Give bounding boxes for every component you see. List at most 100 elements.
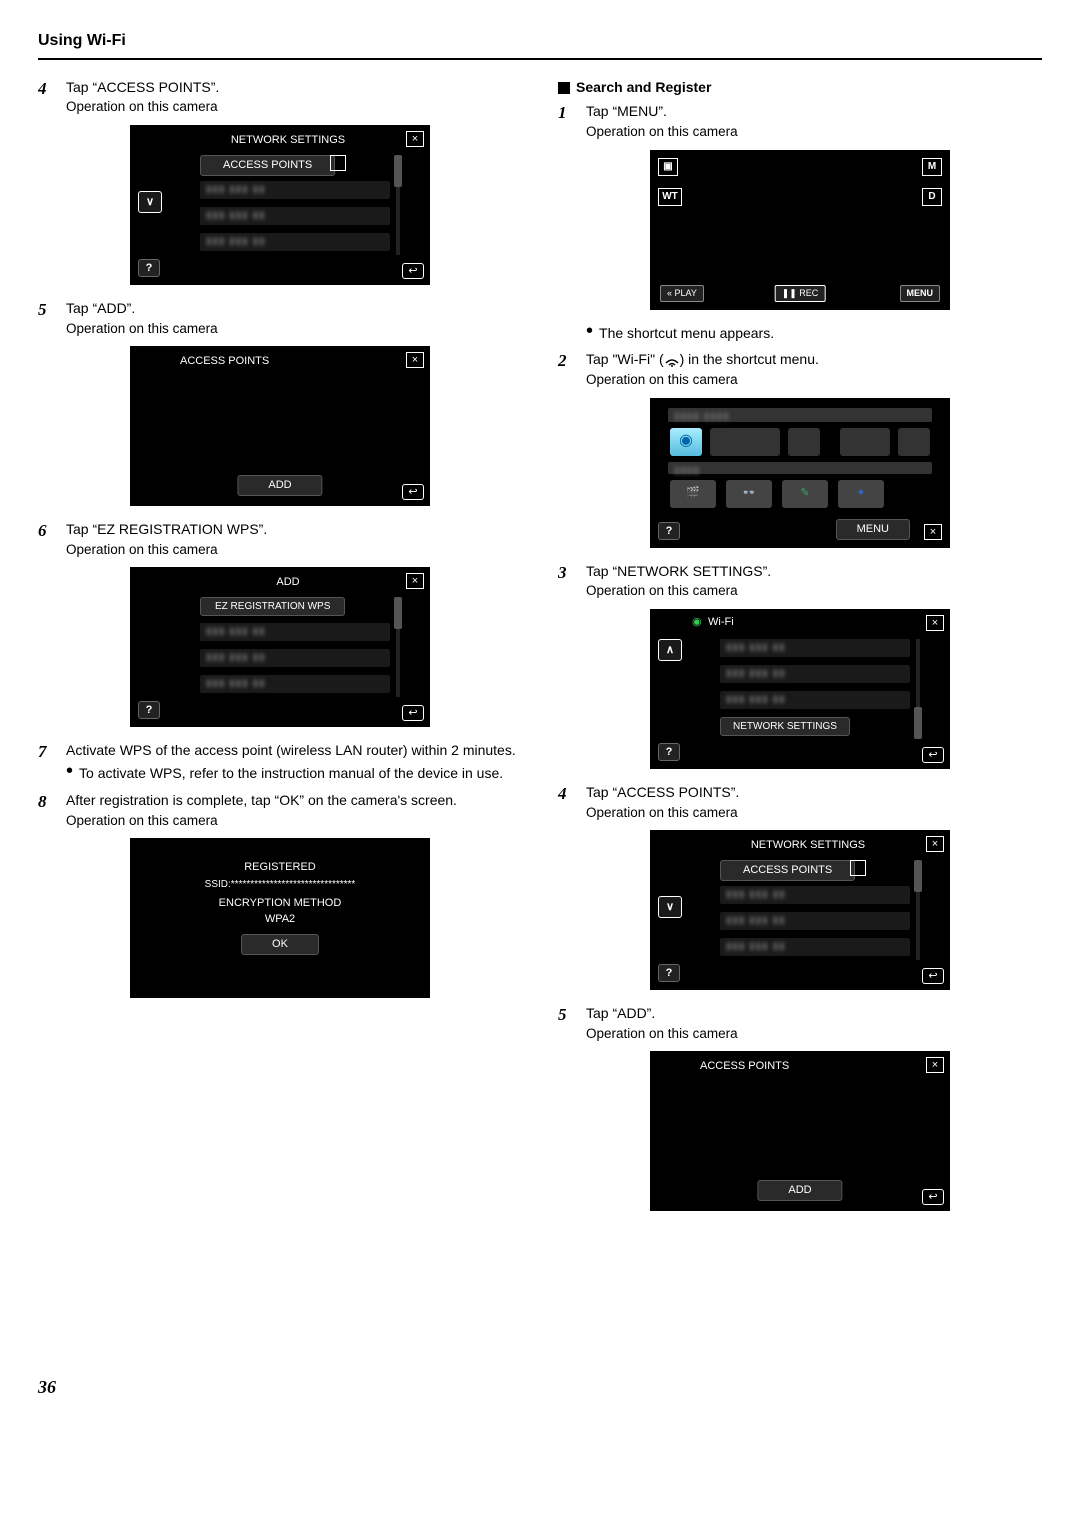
step-text: Tap “MENU”. [586,102,1042,121]
help-icon[interactable]: ? [138,259,160,277]
ssid-label: SSID:******************************** [130,878,430,892]
step-4-left: 4 Tap “ACCESS POINTS”. Operation on this… [38,78,522,117]
scroll-thumb[interactable] [914,707,922,739]
rec-label: REC [799,288,818,298]
shortcut-icon[interactable]: 👓 [726,480,772,508]
shortcut-icon[interactable]: 🎬 [670,480,716,508]
step-5-right: 5 Tap “ADD”. Operation on this camera [558,1004,1042,1043]
down-arrow-icon[interactable]: ∨ [658,896,682,918]
add-button[interactable]: ADD [237,475,322,496]
step-2-right: 2 Tap "Wi-Fi" () in the shortcut menu. O… [558,350,1042,389]
wifi-shortcut-icon[interactable]: ◉ [670,428,702,456]
checkbox-icon[interactable] [330,155,346,171]
encryption-label: ENCRYPTION METHOD [130,896,430,911]
up-arrow-icon[interactable]: ∧ [658,639,682,661]
ok-button[interactable]: OK [241,934,319,955]
step-text: Tap “ADD”. [586,1004,1042,1023]
back-icon[interactable]: ↩ [402,263,424,279]
operation-note: Operation on this camera [66,541,522,559]
help-icon[interactable]: ? [658,522,680,540]
help-icon[interactable]: ? [138,701,160,719]
lcd-title: ACCESS POINTS [670,1057,916,1075]
lcd-wifi: ◉ Wi-Fi × ∧ ▮▮▮ ▮▮▮ ▮▮ ▮▮▮ ▮▮▮ ▮▮ ▮▮▮ ▮▮… [650,609,950,769]
access-points-button[interactable]: ACCESS POINTS [720,860,855,881]
add-button[interactable]: ADD [757,1180,842,1201]
shortcut-icon[interactable] [710,428,780,456]
operation-note: Operation on this camera [66,320,522,338]
left-column: 4 Tap “ACCESS POINTS”. Operation on this… [38,78,522,1225]
access-points-button[interactable]: ACCESS POINTS [200,155,335,176]
image-mode-icon[interactable]: ▣ [658,158,678,176]
menu-button[interactable]: MENU [836,519,910,540]
operation-note: Operation on this camera [586,804,1042,822]
back-icon[interactable]: ↩ [402,705,424,721]
checkbox-icon[interactable] [850,860,866,876]
step-number: 4 [38,78,56,117]
right-column: Search and Register 1 Tap “MENU”. Operat… [558,78,1042,1225]
shortcut-icon[interactable]: ✎ [782,480,828,508]
network-settings-button[interactable]: NETWORK SETTINGS [720,717,850,737]
operation-note: Operation on this camera [66,812,522,830]
back-icon[interactable]: ↩ [402,484,424,500]
step-text: Tap "Wi-Fi" () in the shortcut menu. [586,350,1042,369]
pause-icon: ❚❚ [782,288,797,298]
step-number: 1 [558,102,576,141]
ez-registration-button[interactable]: EZ REGISTRATION WPS [200,597,345,617]
step-7-left: 7 Activate WPS of the access point (wire… [38,741,522,785]
header-rule [38,58,1042,60]
down-arrow-icon[interactable]: ∨ [138,191,162,213]
close-icon[interactable]: × [926,615,944,631]
shortcut-icon[interactable] [788,428,820,456]
lcd-title: NETWORK SETTINGS [180,131,396,149]
back-icon[interactable]: ↩ [922,747,944,763]
help-icon[interactable]: ? [658,743,680,761]
wifi-icon: ◉ [692,615,702,630]
lcd-network-settings: NETWORK SETTINGS × ACCESS POINTS ▮▮▮ ▮▮▮… [130,125,430,285]
wt-button[interactable]: WT [658,188,682,206]
play-button[interactable]: « PLAY [660,285,704,301]
search-register-heading: Search and Register [558,78,1042,97]
lcd-title: Wi-Fi [708,615,734,630]
close-icon[interactable]: × [924,524,942,540]
lcd-network-settings-right: NETWORK SETTINGS × ACCESS POINTS ▮▮▮ ▮▮▮… [650,830,950,990]
back-icon[interactable]: ↩ [922,968,944,984]
bullet-text: To activate WPS, refer to the instructio… [79,764,503,783]
step-text: Tap “ADD”. [66,299,522,318]
menu-button[interactable]: MENU [900,285,941,301]
shortcut-icon[interactable]: ✦ [838,480,884,508]
step-text: Tap “ACCESS POINTS”. [66,78,522,97]
operation-note: Operation on this camera [66,98,522,116]
step-6-left: 6 Tap “EZ REGISTRATION WPS”. Operation o… [38,520,522,559]
scroll-thumb[interactable] [394,155,402,187]
close-icon[interactable]: × [406,131,424,147]
shortcut-icon[interactable] [840,428,890,456]
back-icon[interactable]: ↩ [922,1189,944,1205]
operation-note: Operation on this camera [586,582,1042,600]
shortcut-icon[interactable] [898,428,930,456]
scroll-thumb[interactable] [394,597,402,629]
step-3-right: 3 Tap “NETWORK SETTINGS”. Operation on t… [558,562,1042,601]
lcd-access-points-right: ACCESS POINTS × ADD ↩ [650,1051,950,1211]
m-button[interactable]: M [922,158,942,176]
operation-note: Operation on this camera [586,371,1042,389]
step-number: 4 [558,783,576,822]
lcd-registered: REGISTERED SSID:************************… [130,838,430,998]
rec-button[interactable]: ❚❚ REC [775,285,826,301]
close-icon[interactable]: × [406,352,424,368]
wpa2-label: WPA2 [130,912,430,927]
step-8-left: 8 After registration is complete, tap “O… [38,791,522,830]
help-icon[interactable]: ? [658,964,680,982]
step-number: 8 [38,791,56,830]
lcd-shortcut-menu: ▮▮▮▮ ▮▮▮▮ ◉ ▮▮▮▮ 🎬 👓 ✎ ✦ ? MENU × [650,398,950,548]
close-icon[interactable]: × [926,836,944,852]
close-icon[interactable]: × [926,1057,944,1073]
step-text: Tap “EZ REGISTRATION WPS”. [66,520,522,539]
page-header: Using Wi-Fi [38,30,1042,52]
d-button[interactable]: D [922,188,942,206]
bullet-icon: • [586,324,593,343]
step-number: 2 [558,350,576,389]
operation-note: Operation on this camera [586,123,1042,141]
close-icon[interactable]: × [406,573,424,589]
scroll-thumb[interactable] [914,860,922,892]
step-text: Activate WPS of the access point (wirele… [66,741,522,760]
